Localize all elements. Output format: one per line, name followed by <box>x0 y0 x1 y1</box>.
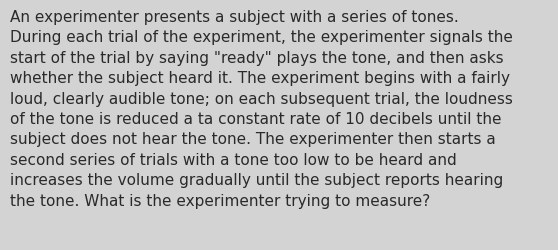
Text: An experimenter presents a subject with a series of tones.
During each trial of : An experimenter presents a subject with … <box>10 10 513 208</box>
